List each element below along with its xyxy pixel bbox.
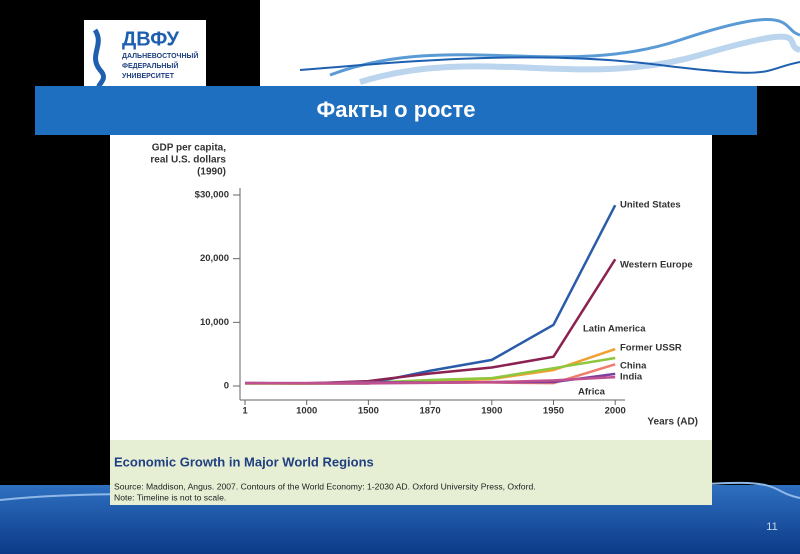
x-tick-label: 1870 — [420, 406, 441, 417]
series-label: Latin America — [583, 324, 646, 335]
y-tick-label: 20,000 — [200, 253, 229, 264]
x-tick-label: 1950 — [543, 406, 564, 417]
series-line — [245, 375, 616, 385]
header-area — [260, 0, 800, 86]
x-tick-label: 1500 — [358, 406, 379, 417]
y-tick-label: 0 — [224, 381, 229, 392]
logo-line: УНИВЕРСИТЕТ — [122, 73, 175, 80]
x-tick-label: 1000 — [296, 406, 317, 417]
series-label: Western Europe — [620, 260, 693, 271]
logo-line: ДАЛЬНЕВОСТОЧНЫЙ — [122, 51, 198, 60]
title-bar — [35, 86, 757, 135]
caption-band — [110, 440, 712, 505]
y-tick-label: 10,000 — [200, 317, 229, 328]
x-tick-label: 1 — [242, 406, 248, 417]
y-axis-label: real U.S. dollars — [150, 155, 226, 166]
series-label: India — [620, 372, 643, 383]
logo-mark — [92, 28, 106, 91]
wave — [329, 18, 800, 77]
logo-name: ДВФУ — [122, 28, 180, 50]
series-label: United States — [620, 200, 681, 211]
source-note: Source: Maddison, Angus. 2007. Contours … — [114, 481, 536, 491]
y-tick-label: $30,000 — [195, 190, 229, 201]
series-label: China — [620, 361, 647, 372]
x-tick-label: 1900 — [481, 406, 502, 417]
wave — [359, 33, 800, 85]
page-number: 11 — [766, 521, 777, 533]
x-axis-label: Years (AD) — [647, 417, 698, 428]
y-axis-label: GDP per capita, — [152, 143, 227, 154]
scale-note: Note: Timeline is not to scale. — [114, 492, 226, 502]
slide-title: Факты о росте — [316, 97, 475, 122]
x-tick-label: 2000 — [605, 406, 626, 417]
wave — [299, 56, 800, 74]
chart-caption: Economic Growth in Major World Regions — [114, 454, 374, 469]
y-axis-label: (1990) — [197, 167, 226, 178]
logo-line: ФЕДЕРАЛЬНЫЙ — [122, 61, 178, 70]
chart: GDP per capita, real U.S. dollars (1990)… — [114, 143, 698, 503]
series-label: Former USSR — [620, 343, 682, 354]
series-label: Africa — [578, 387, 606, 398]
